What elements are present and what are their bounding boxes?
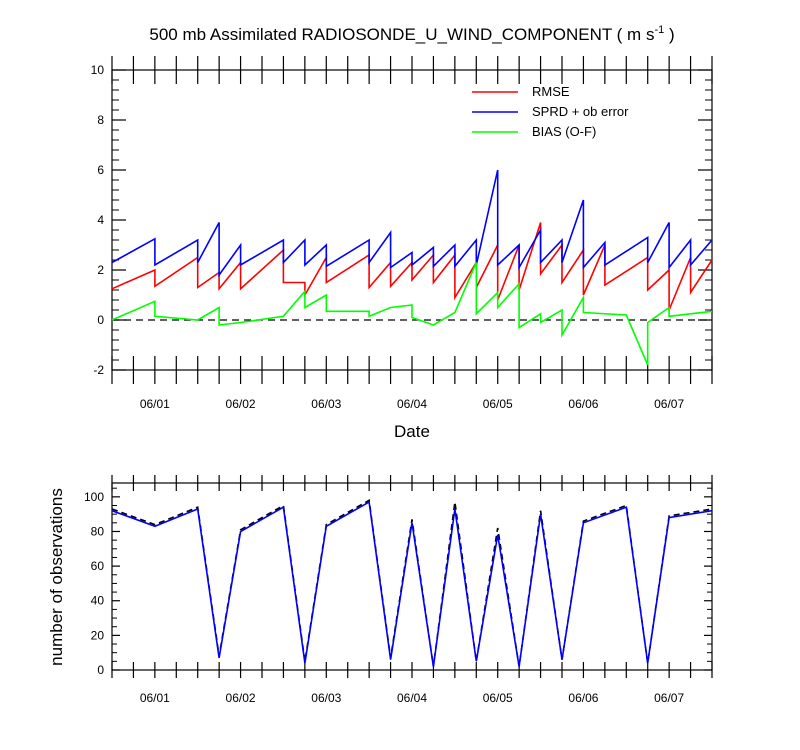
bottom-xtick-label: 06/05: [483, 691, 513, 705]
top-xtick-label: 06/02: [226, 397, 256, 411]
bottom-ytick-label: 20: [91, 628, 105, 642]
top-xtick-label: 06/01: [140, 397, 170, 411]
top-ytick-label: 0: [97, 313, 104, 327]
bottom-xtick-label: 06/04: [397, 691, 427, 705]
chart-title-close: ): [664, 25, 674, 44]
top-xtick-label: 06/05: [483, 397, 513, 411]
top-series-sprd-ob-error: [111, 169, 713, 278]
bottom-xtick-label: 06/02: [226, 691, 256, 705]
bottom-ytick-label: 60: [91, 559, 105, 573]
x-axis-title: Date: [394, 422, 430, 441]
bottom-ytick-label: 40: [91, 594, 105, 608]
top-ytick-label: 2: [97, 263, 104, 277]
legend-label-bias: BIAS (O-F): [532, 124, 596, 139]
chart-title-main: 500 mb Assimilated RADIOSONDE_U_WIND_COM…: [149, 25, 654, 44]
bottom-series-group: [111, 499, 713, 667]
chart-title-units-sup: -1: [654, 24, 664, 36]
top-ytick-label: 6: [97, 163, 104, 177]
legend-label-rmse: RMSE: [532, 84, 570, 99]
bottom-panel: 0 20 40 60 80 100 06/01 06/02 06/03 06/04 06/05 06/…: [47, 475, 713, 705]
top-ytick-label: 10: [91, 63, 105, 77]
top-series-bias-o-f: [111, 262, 713, 366]
top-xtick-label: 06/06: [568, 397, 598, 411]
top-ytick-label: -2: [93, 363, 104, 377]
top-series-rmse: [111, 222, 713, 311]
top-panel: -2 0 2 4 6 8 10 06/01 06/02 06/03 06/04 06/05 06/06 0…: [91, 56, 713, 441]
y-axis-title-observations: number of observations: [47, 488, 66, 666]
top-xtick-label: 06/03: [311, 397, 341, 411]
top-ytick-label: 4: [97, 213, 104, 227]
bottom-xtick-label: 06/07: [654, 691, 684, 705]
top-xtick-label: 06/07: [654, 397, 684, 411]
bottom-series-assimilated: [111, 500, 713, 667]
top-axis-ticks: -2 0 2 4 6 8 10 06/01 06/02 06/03 06/04 06/05 06/06 0…: [91, 56, 713, 411]
bottom-ytick-label: 100: [84, 490, 104, 504]
top-legend: RMSE SPRD + ob error BIAS (O-F): [472, 84, 629, 139]
bottom-xtick-label: 06/01: [140, 691, 170, 705]
bottom-xtick-label: 06/03: [311, 691, 341, 705]
bottom-axis-ticks: 0 20 40 60 80 100 06/01 06/02 06/03 06/04 06/05 06/…: [84, 475, 713, 705]
bottom-ytick-label: 0: [97, 663, 104, 677]
bottom-xtick-label: 06/06: [568, 691, 598, 705]
top-series-group: [111, 169, 713, 366]
bottom-plot-frame: [111, 482, 713, 671]
bottom-ytick-label: 80: [91, 524, 105, 538]
top-xtick-label: 06/04: [397, 397, 427, 411]
top-ytick-label: 8: [97, 113, 104, 127]
chart-title: 500 mb Assimilated RADIOSONDE_U_WIND_COM…: [149, 24, 674, 44]
legend-label-sprd: SPRD + ob error: [532, 104, 629, 119]
